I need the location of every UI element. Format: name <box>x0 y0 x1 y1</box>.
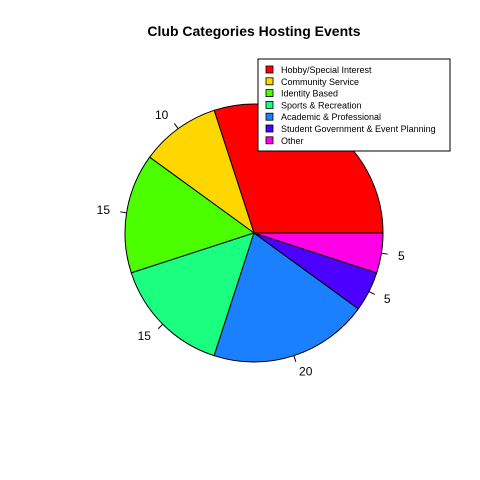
legend-swatch-0 <box>265 65 274 74</box>
legend-swatch-3 <box>265 101 274 109</box>
legend-swatch-2 <box>265 89 274 97</box>
pie-slice-2 <box>124 156 256 274</box>
legend-swatch-4 <box>265 112 274 121</box>
pie-slices <box>124 103 384 363</box>
pie-value-label-4: 20 <box>299 365 313 379</box>
legend-swatch-6 <box>265 136 274 145</box>
pie-slice-3 <box>130 232 255 357</box>
legend-swatch-1 <box>265 77 274 86</box>
pie-label-tick-4 <box>293 355 297 362</box>
legend-box <box>257 58 451 152</box>
legend-label-6: Other <box>281 136 304 146</box>
legend: Hobby/Special Interest Community Service I… <box>257 58 451 152</box>
legend-label-3: Sports & Recreation <box>281 100 362 110</box>
legend-label-1: Community Service <box>281 77 359 87</box>
pie-label-tick-5 <box>368 291 375 295</box>
pie-slice-6 <box>253 232 384 274</box>
pie-value-label-2: 15 <box>97 203 111 217</box>
pie-label-tick-6 <box>381 252 388 255</box>
legend-label-5: Student Government & Event Planning <box>281 124 436 134</box>
pie-label-tick-1 <box>173 123 179 129</box>
pie-value-label-3: 15 <box>138 329 152 343</box>
pie-slice-1 <box>148 109 255 235</box>
legend-swatch-5 <box>265 124 274 133</box>
pie-label-tick-3 <box>157 323 164 330</box>
legend-label-4: Academic & Professional <box>281 112 381 122</box>
pie-label-tick-2 <box>120 211 127 214</box>
pie-value-labels: 10 15 15 20 5 5 <box>97 108 405 379</box>
pie-value-label-6: 5 <box>398 249 405 263</box>
pie-value-label-1: 10 <box>155 108 169 122</box>
legend-label-2: Identity Based <box>281 89 338 99</box>
pie-value-label-5: 5 <box>384 292 391 306</box>
chart-title: Club Categories Hosting Events <box>147 23 360 39</box>
pie-slice-4 <box>213 232 360 363</box>
legend-label-0: Hobby/Special Interest <box>281 65 372 75</box>
